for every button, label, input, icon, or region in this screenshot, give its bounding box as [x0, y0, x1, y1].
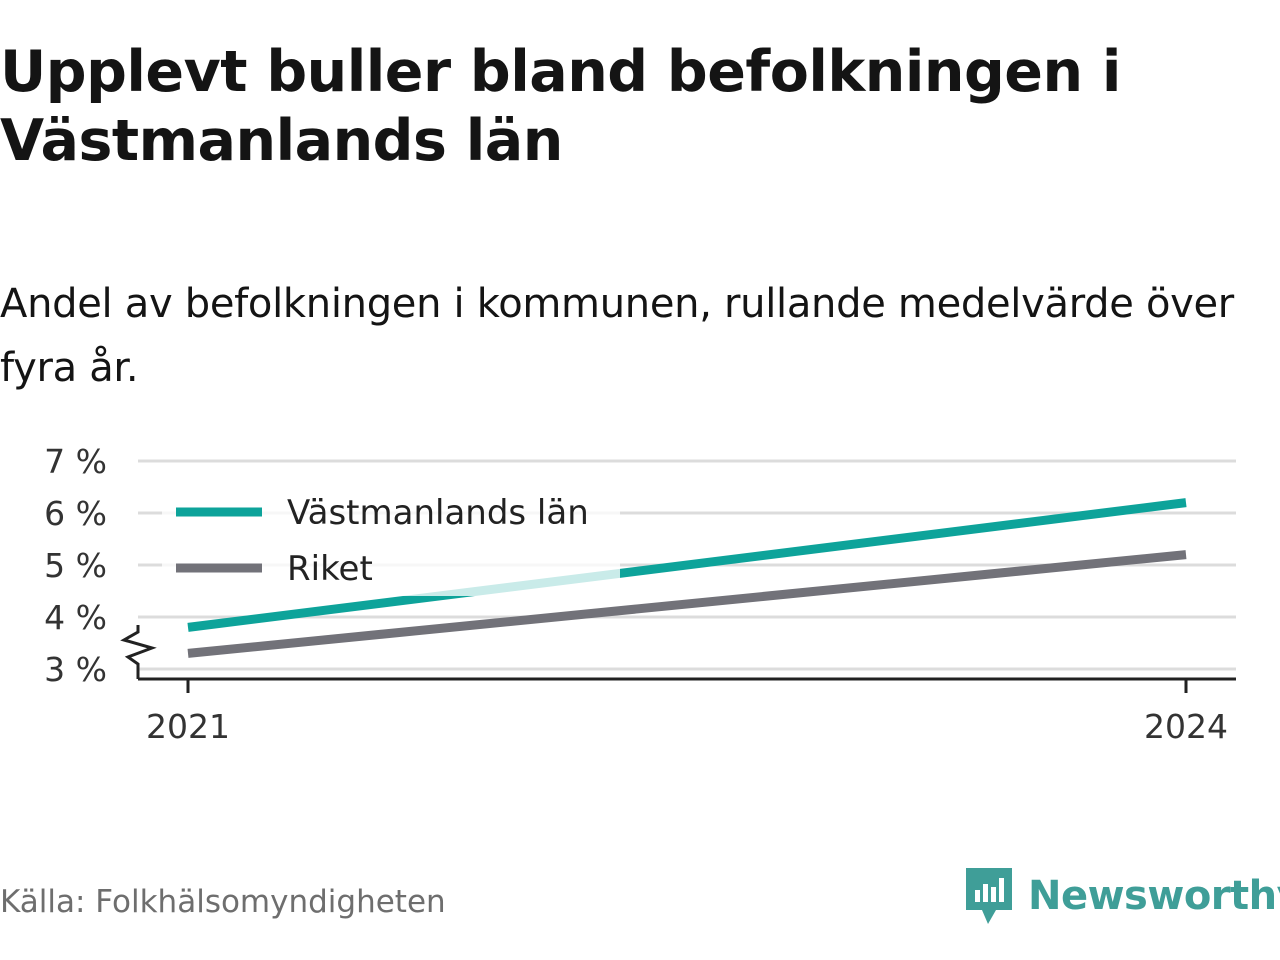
y-tick-label: 6 %: [44, 494, 107, 533]
y-axis-break-icon: [120, 625, 157, 679]
chart-subtitle: Andel av befolkningen i kommunen, rullan…: [0, 281, 1234, 391]
y-tick-label: 4 %: [44, 598, 107, 637]
legend-background: [162, 486, 620, 596]
y-tick-label: 7 %: [44, 442, 107, 481]
x-tick-label: 2024: [1144, 707, 1228, 746]
y-tick-label: 5 %: [44, 546, 107, 585]
x-tick-label: 2021: [146, 707, 230, 746]
axes: 3 % 4 % 5 % 6 % 7 % 2021 2024: [44, 442, 1236, 746]
series-line: [187, 498, 1187, 632]
legend: Västmanlands län Riket: [162, 486, 620, 596]
brand-name: Newsworthy: [1028, 873, 1280, 919]
legend-label: Västmanlands län: [287, 493, 589, 533]
y-tick-label: 3 %: [44, 650, 107, 689]
series-lines: [187, 498, 1187, 658]
brand-logo[interactable]: Newsworthy: [964, 866, 1280, 926]
chart-title: Upplevt buller bland befolkningen i Väst…: [0, 39, 1121, 174]
line-chart: 3 % 4 % 5 % 6 % 7 % 2021 2024 Västmanlands län…: [44, 442, 1236, 746]
series-line: [187, 550, 1187, 658]
legend-label: Riket: [287, 549, 373, 589]
newsworthy-logo-icon: [966, 868, 1012, 924]
source-note: Källa: Folkhälsomyndigheten: [0, 884, 446, 920]
